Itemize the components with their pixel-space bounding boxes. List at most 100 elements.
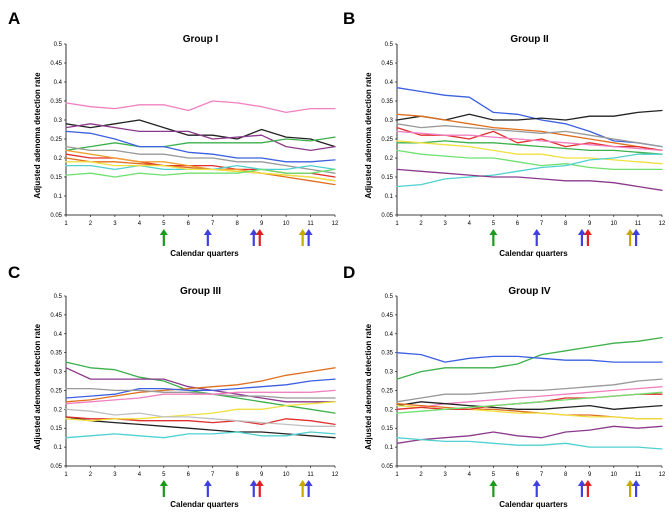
y-tick-label: 0.35 xyxy=(50,351,62,357)
x-tick-label: 2 xyxy=(89,472,93,478)
event-arrow xyxy=(298,229,307,246)
series-line-5 xyxy=(396,401,663,410)
x-axis-title: Calendar quarters xyxy=(170,500,239,509)
x-axis-title: Calendar quarters xyxy=(499,249,568,258)
x-tick-label: 7 xyxy=(211,221,215,227)
y-tick-label: 0.25 xyxy=(381,388,393,394)
x-tick-label: 7 xyxy=(540,472,544,478)
series-line-3 xyxy=(65,123,336,152)
x-tick-label: 10 xyxy=(610,221,617,227)
y-tick-label: 0.2 xyxy=(54,407,63,413)
x-tick-label: 11 xyxy=(635,221,642,227)
series-line-5 xyxy=(65,387,336,399)
x-tick-label: 7 xyxy=(211,472,215,478)
event-arrow xyxy=(304,480,313,497)
y-tick-label: 0.05 xyxy=(381,464,393,470)
x-tick-label: 4 xyxy=(138,472,142,478)
x-tick-label: 6 xyxy=(516,472,520,478)
y-tick-label: 0.4 xyxy=(54,80,63,86)
series-line-6 xyxy=(65,145,336,174)
event-arrow xyxy=(159,229,168,246)
event-arrow xyxy=(298,480,307,497)
x-axis-title: Calendar quarters xyxy=(499,500,568,509)
series-line-1 xyxy=(396,87,663,148)
event-arrow xyxy=(532,480,541,497)
series-line-6 xyxy=(396,403,663,420)
x-tick-label: 12 xyxy=(659,472,666,478)
series-line-12 xyxy=(65,168,336,178)
x-tick-label: 9 xyxy=(588,221,592,227)
x-tick-label: 11 xyxy=(635,472,642,478)
y-tick-label: 0.5 xyxy=(54,294,63,300)
x-tick-label: 3 xyxy=(444,221,448,227)
y-tick-label: 0.4 xyxy=(54,332,63,338)
y-tick-label: 0.1 xyxy=(385,194,394,200)
x-axis-title: Calendar quarters xyxy=(170,249,239,258)
x-tick-label: 6 xyxy=(187,472,191,478)
y-tick-label: 0.35 xyxy=(50,99,62,105)
x-tick-label: 10 xyxy=(283,221,290,227)
x-tick-label: 4 xyxy=(138,221,142,227)
x-tick-label: 7 xyxy=(540,221,544,227)
series-line-2 xyxy=(396,352,663,363)
series-line-9 xyxy=(65,401,336,422)
series-line-10 xyxy=(396,153,663,188)
series-line-11 xyxy=(396,168,663,191)
x-tick-label: 5 xyxy=(492,221,496,227)
series-line-9 xyxy=(396,149,663,171)
event-arrow xyxy=(255,480,264,497)
y-tick-label: 0.25 xyxy=(50,137,62,143)
x-tick-label: 5 xyxy=(162,472,166,478)
series-line-3 xyxy=(396,113,663,152)
event-arrow xyxy=(632,480,641,497)
x-tick-label: 12 xyxy=(332,472,339,478)
event-arrow xyxy=(489,480,498,497)
panel-c: C Group III 0.05 0.1 0.15 0.2 0.25 0.3 0.35 0.4 0.… xyxy=(8,263,339,509)
series-line-1 xyxy=(65,100,336,114)
series-line-6 xyxy=(396,130,663,152)
event-arrow xyxy=(577,480,586,497)
panel-letter: D xyxy=(343,263,355,282)
event-arrow xyxy=(489,229,498,246)
y-tick-label: 0.3 xyxy=(54,370,63,376)
x-tick-label: 12 xyxy=(659,221,666,227)
x-tick-label: 8 xyxy=(236,472,240,478)
x-tick-label: 3 xyxy=(444,472,448,478)
y-axis-title: Adjusted adenoma detection rate xyxy=(33,72,42,199)
panel-letter: C xyxy=(8,263,20,282)
y-tick-label: 0.5 xyxy=(385,42,394,48)
y-tick-label: 0.2 xyxy=(385,407,394,413)
y-tick-label: 0.15 xyxy=(381,426,393,432)
y-tick-label: 0.15 xyxy=(50,426,62,432)
series-line-4 xyxy=(65,136,336,152)
event-arrow xyxy=(249,229,258,246)
y-tick-label: 0.1 xyxy=(385,445,394,451)
series-line-4 xyxy=(65,378,336,399)
y-axis-title: Adjusted adenoma detection rate xyxy=(33,323,42,450)
x-tick-label: 9 xyxy=(260,472,264,478)
y-tick-label: 0.2 xyxy=(54,156,63,162)
y-tick-label: 0.5 xyxy=(385,294,394,300)
x-tick-label: 2 xyxy=(89,221,93,227)
y-tick-label: 0.5 xyxy=(54,42,63,48)
y-tick-label: 0.15 xyxy=(50,175,62,181)
y-axis-title: Adjusted adenoma detection rate xyxy=(364,323,373,450)
y-tick-label: 0.4 xyxy=(385,80,394,86)
y-tick-label: 0.2 xyxy=(385,156,394,162)
x-tick-label: 4 xyxy=(468,472,472,478)
event-arrow xyxy=(203,480,212,497)
x-tick-label: 6 xyxy=(187,221,191,227)
panel-d: D Group IV 0.05 0.1 0.15 0.2 0.25 0.3 0.35 0.4 0.4… xyxy=(343,263,666,509)
series-line-4 xyxy=(396,123,663,148)
x-tick-label: 1 xyxy=(395,221,399,227)
event-arrow xyxy=(577,229,586,246)
event-arrow xyxy=(249,480,258,497)
event-arrow xyxy=(626,480,635,497)
x-tick-label: 8 xyxy=(236,221,240,227)
event-arrow xyxy=(583,480,592,497)
x-tick-label: 9 xyxy=(260,221,264,227)
x-tick-label: 5 xyxy=(162,221,166,227)
series-line-10 xyxy=(396,425,663,444)
y-tick-label: 0.4 xyxy=(385,332,394,338)
